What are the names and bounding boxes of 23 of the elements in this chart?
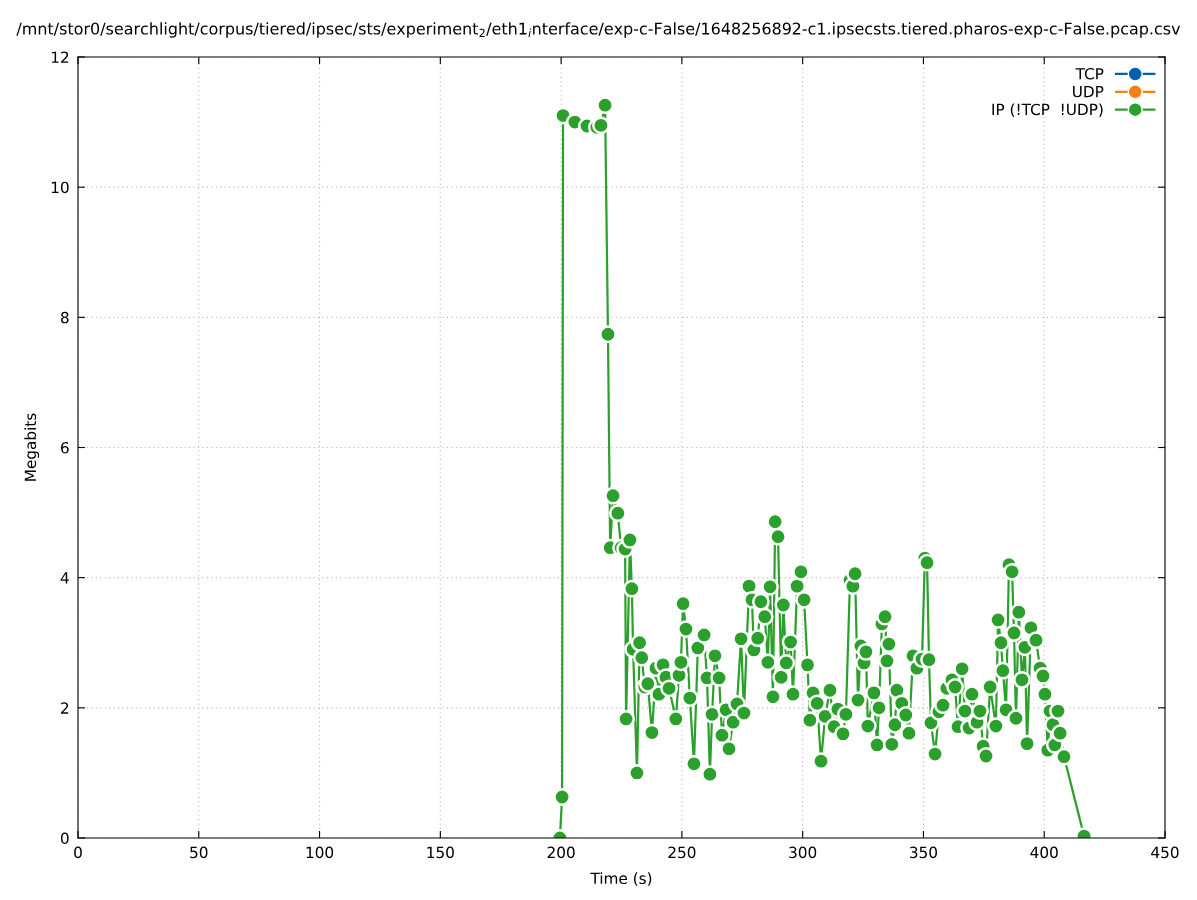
y-tick-label: 6 [61, 441, 69, 454]
x-tick-label: 50 [190, 846, 208, 859]
y-tick-label: 8 [60, 311, 69, 324]
legend-label: TCP [1075, 67, 1104, 80]
x-tick-label: 400 [1030, 846, 1058, 859]
x-tick-label: 350 [910, 846, 938, 859]
x-tick-label: 100 [306, 846, 334, 859]
x-tick-label: 250 [668, 846, 696, 859]
x-tick-label: 0 [74, 846, 82, 859]
x-axis-title: Time (s) [590, 872, 652, 886]
x-tick-label: 300 [789, 846, 817, 859]
chart-title: /mnt/stor0/searchlight/corpus/tiered/ipsec/sts/experiment$_{2}$/eth1$_{i}$nterface/exp-c-False/1648256892-c1.ipsecsts.tiered.pharos-exp-c-False.pcap.csv [16, 22, 1181, 38]
y-axis-title: Megabits [24, 413, 40, 481]
legend-label: IP (!TCP !UDP) [992, 103, 1103, 117]
x-tick-label: 450 [1151, 846, 1179, 859]
y-tick-label: 2 [61, 702, 69, 714]
y-tick-label: 4 [60, 572, 69, 584]
x-tick-label: 200 [547, 846, 575, 859]
legend-label: UDP [1073, 86, 1104, 98]
y-tick-label: 0 [60, 832, 69, 845]
y-tick-label: 12 [51, 51, 69, 63]
x-tick-label: 150 [427, 846, 454, 859]
y-tick-label: 10 [51, 181, 69, 194]
